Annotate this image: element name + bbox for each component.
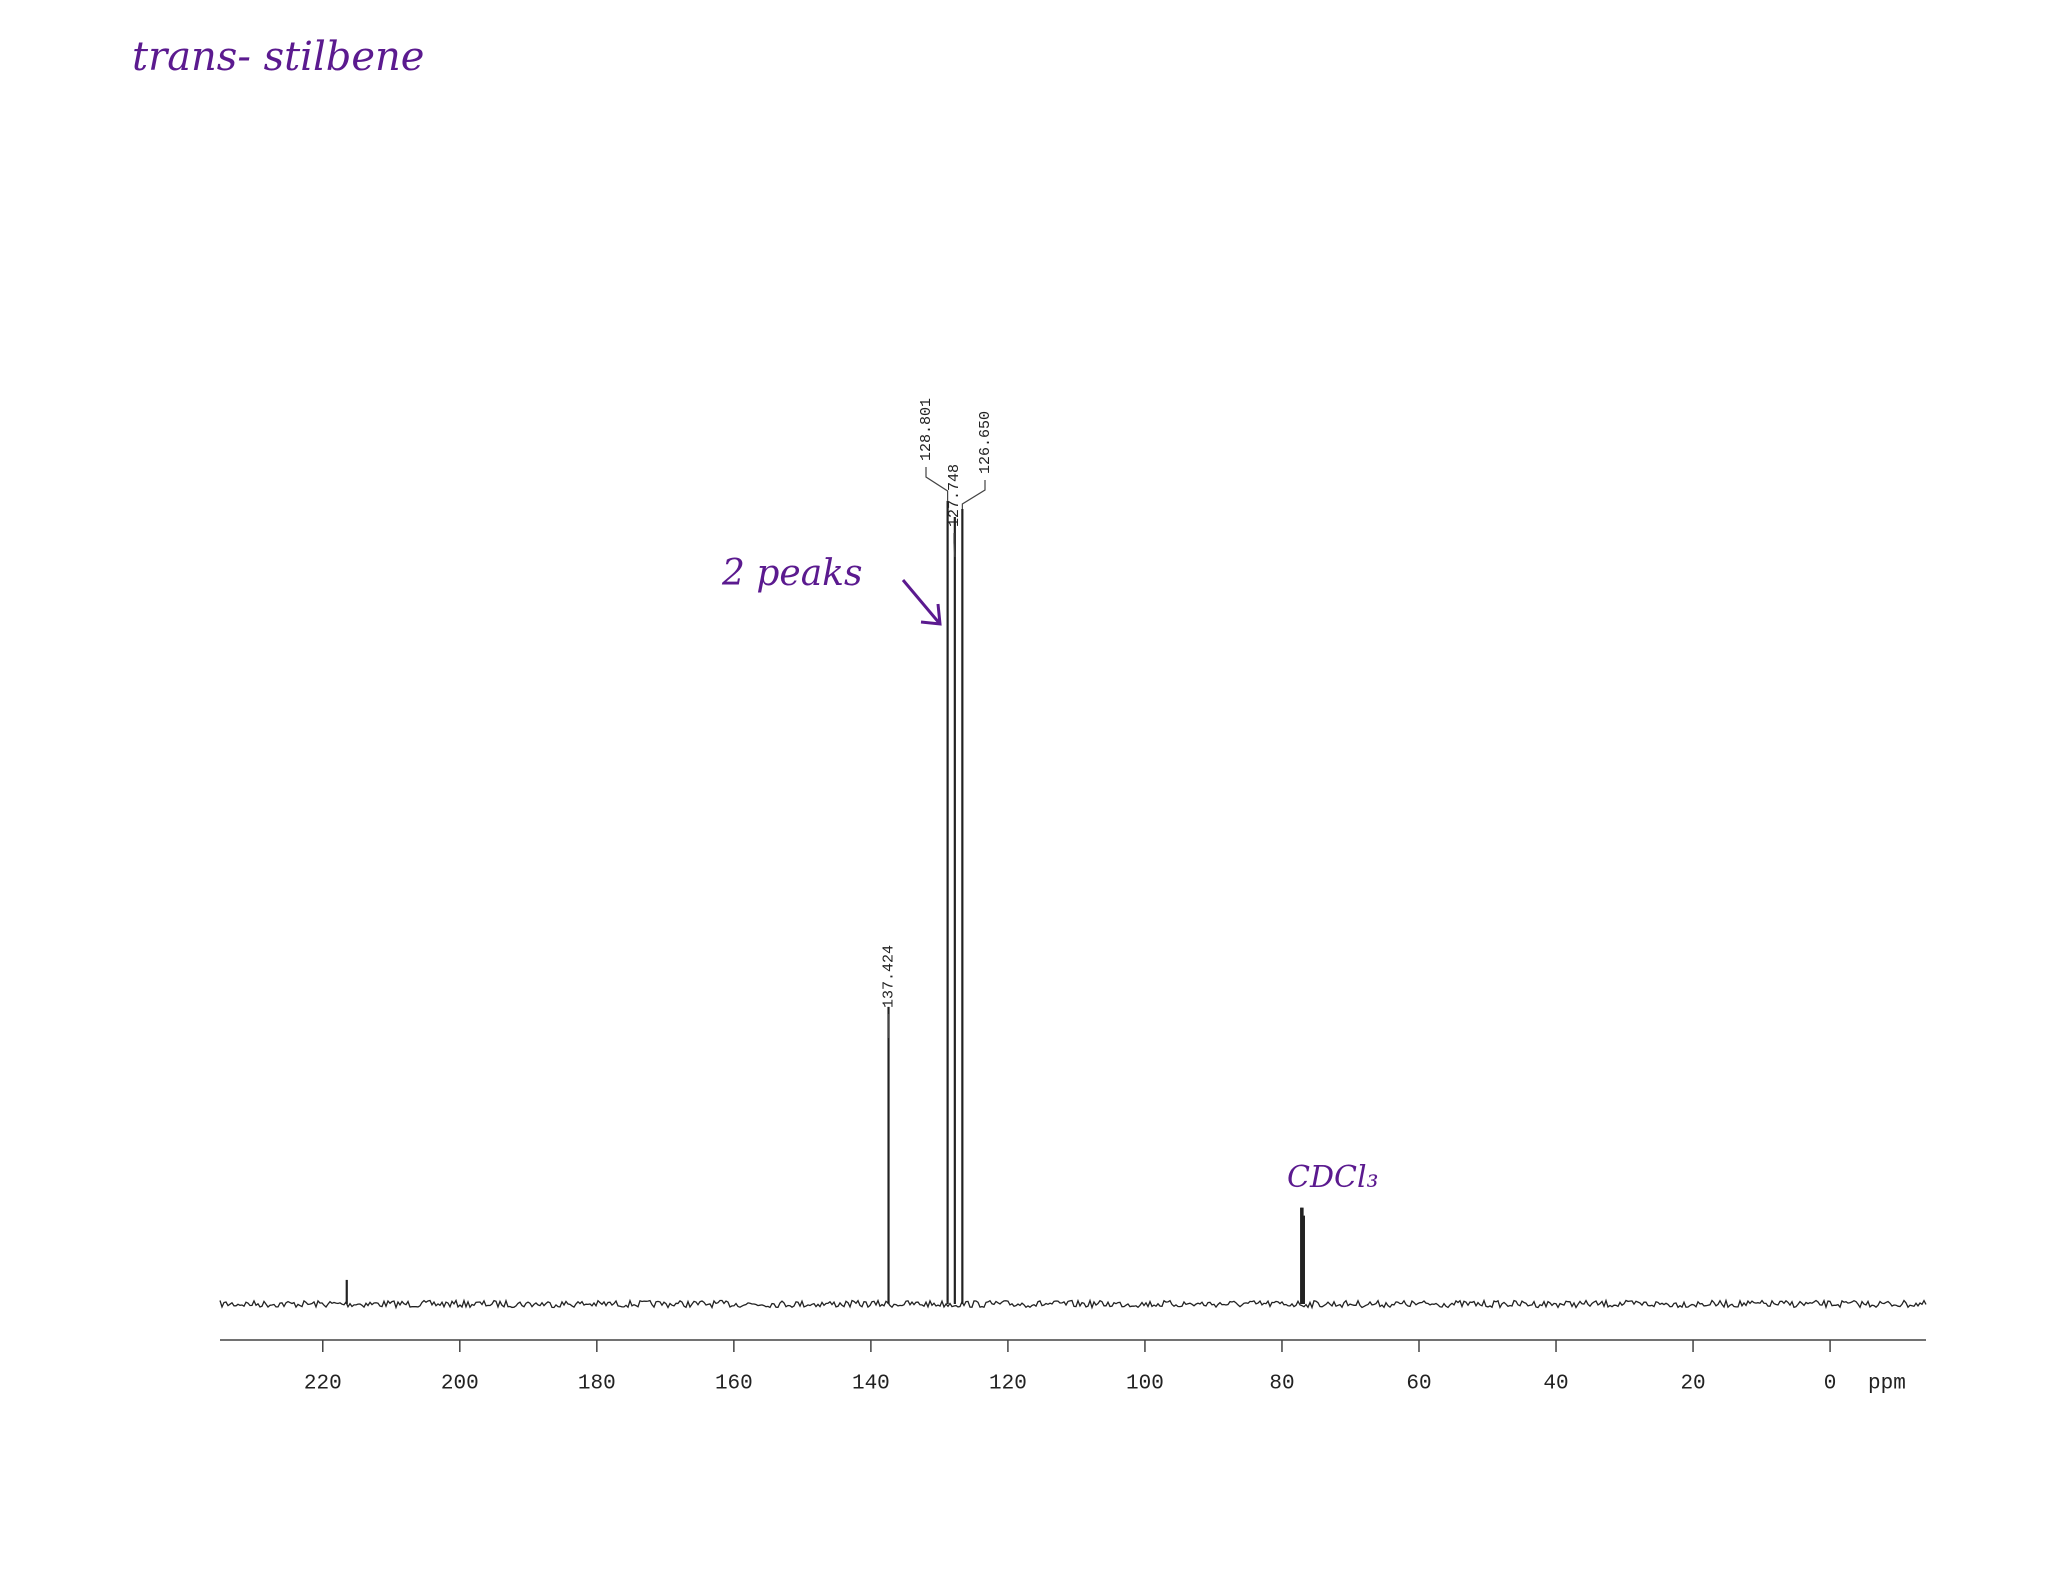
peak-label: 128.801	[918, 398, 935, 461]
peak-label: 137.424	[881, 945, 898, 1008]
x-tick-label: 160	[715, 1373, 753, 1396]
x-tick-label: 0	[1824, 1373, 1837, 1396]
chart-title: trans- stilbene	[132, 34, 424, 80]
x-tick-label: 60	[1406, 1373, 1431, 1396]
baseline-noise	[219, 1298, 1927, 1310]
x-tick-label: 180	[578, 1373, 616, 1396]
x-tick-label: 40	[1543, 1373, 1568, 1396]
x-tick-label: 220	[304, 1373, 342, 1396]
peak-leader	[925, 467, 949, 501]
x-tick-label: 140	[852, 1373, 890, 1396]
arrow	[901, 579, 942, 626]
x-axis-label: ppm	[1868, 1373, 1906, 1396]
x-tick-label: 200	[441, 1373, 479, 1396]
peak-label: 126.650	[977, 411, 994, 474]
x-tick-label: 80	[1269, 1373, 1294, 1396]
annotation: CDCl₃	[1287, 1160, 1379, 1195]
x-tick-label: 120	[989, 1373, 1027, 1396]
peak-leader	[961, 480, 986, 509]
annotation: 2 peaks	[721, 553, 862, 594]
peak-label: 127.748	[946, 464, 963, 527]
x-tick-label: 100	[1126, 1373, 1164, 1396]
peak-leader	[953, 533, 956, 558]
x-tick-label: 20	[1680, 1373, 1705, 1396]
